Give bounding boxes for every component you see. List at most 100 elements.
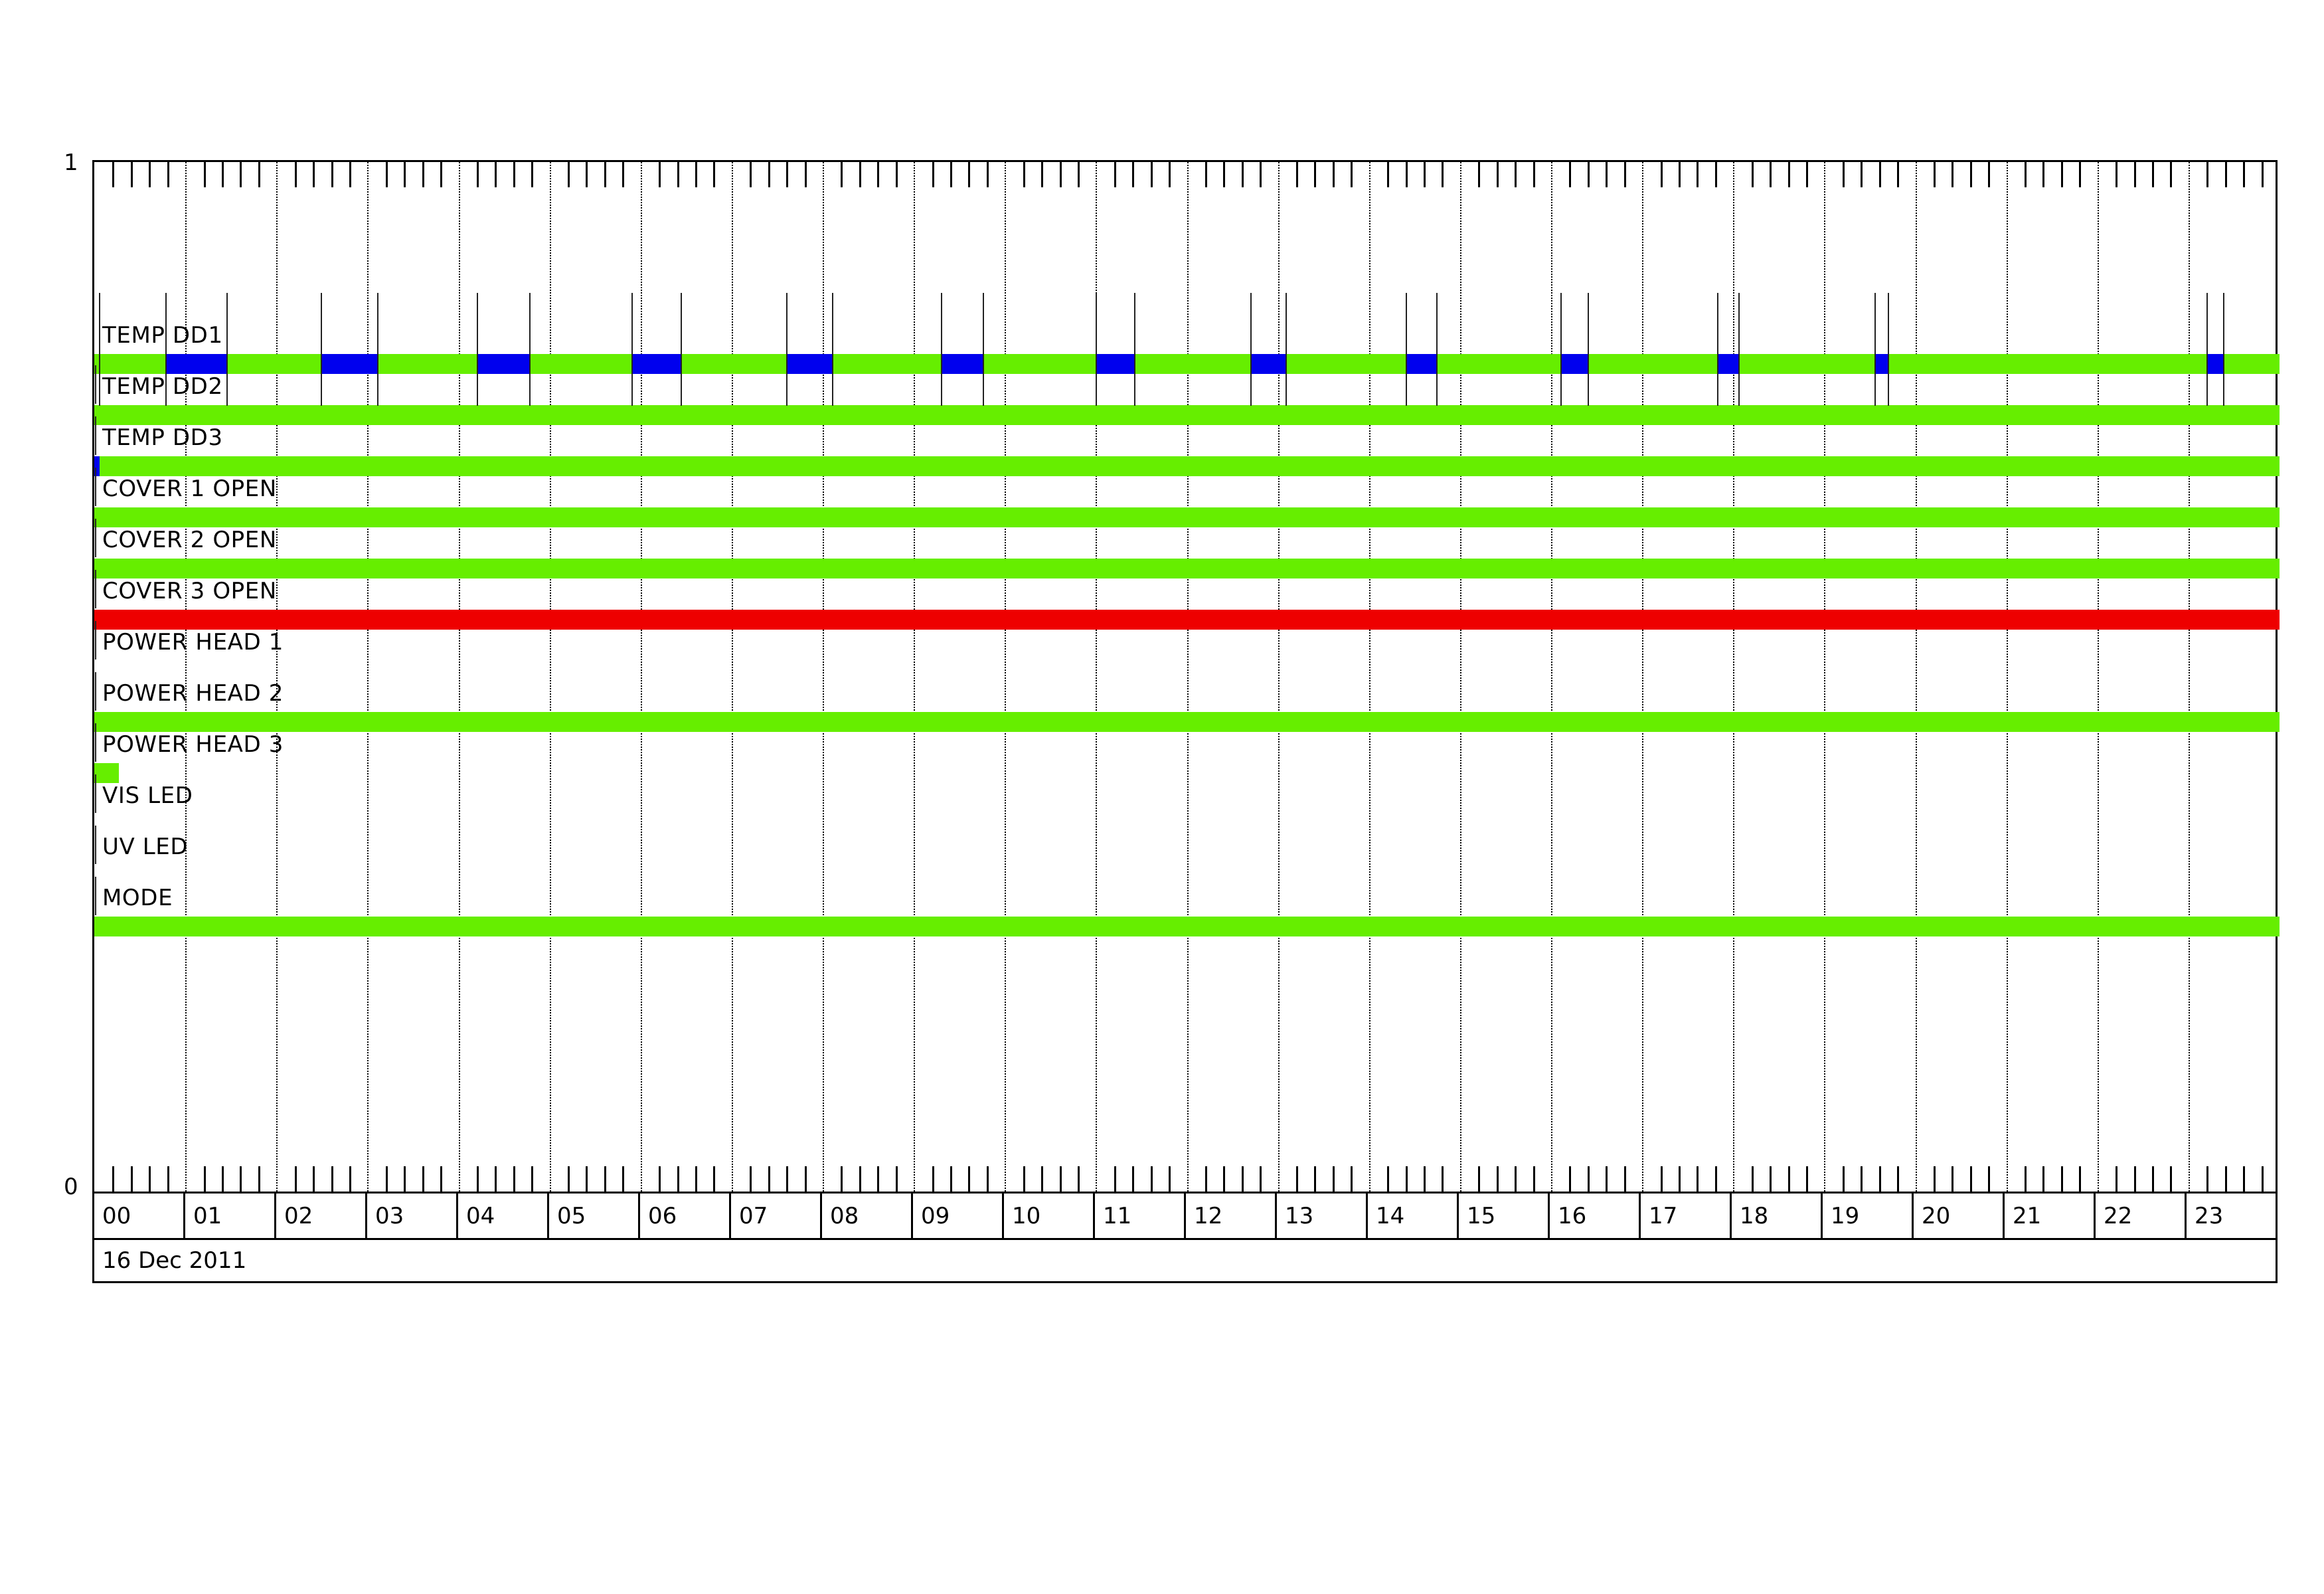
axis-tick-bottom [258,1166,260,1192]
status-segment-alt [1874,354,1888,374]
axis-tick-bottom [1751,1166,1754,1192]
row-label-power-head-2: POWER HEAD 2 [102,680,284,707]
status-segment-alt [165,354,226,374]
axis-tick-bottom [2042,1166,2045,1192]
axis-tick-top [385,162,388,187]
status-segment-on [1133,354,1251,374]
hour-label-09: 09 [913,1194,1004,1238]
axis-tick-bottom [1770,1166,1772,1192]
axis-tick-bottom [568,1166,570,1192]
event-marker-line [1738,293,1740,406]
axis-tick-bottom [1933,1166,1936,1192]
axis-tick-top [2133,162,2136,187]
row-label-cover-3-open: COVER 3 OPEN [102,578,277,604]
status-segment-on [1587,354,1717,374]
axis-tick-bottom [859,1166,861,1192]
axis-tick-top [2261,162,2264,187]
status-segment-on [99,456,2280,476]
axis-tick-bottom [2133,1166,2136,1192]
axis-tick-bottom [1223,1166,1226,1192]
event-marker-line [1405,293,1407,406]
row-edge-stub [95,365,96,404]
axis-tick-bottom [240,1166,242,1192]
axis-tick-top [713,162,716,187]
axis-tick-bottom [622,1166,625,1192]
axis-tick-top [877,162,880,187]
axis-tick-top [586,162,588,187]
axis-tick-bottom [1260,1166,1262,1192]
axis-tick-bottom [331,1166,333,1192]
event-marker-line [941,293,943,406]
axis-tick-top [440,162,443,187]
axis-tick-top [1515,162,1517,187]
event-marker-line [983,293,985,406]
axis-tick-top [1296,162,1299,187]
axis-tick-bottom [604,1166,606,1192]
axis-tick-top [1041,162,1044,187]
row-edge-stub [95,416,96,455]
hour-label-12: 12 [1186,1194,1277,1238]
row-label-mode: MODE [102,885,173,911]
axis-tick-top [2206,162,2209,187]
row-edge-stub [95,723,96,762]
axis-tick-top [1150,162,1153,187]
axis-tick-top [1169,162,1171,187]
axis-tick-top [786,162,789,187]
axis-tick-top [1260,162,1262,187]
axis-tick-top [1697,162,1699,187]
row-bar-track [94,507,2280,527]
row-label-power-head-3: POWER HEAD 3 [102,731,284,758]
timeline-row: COVER 1 OPEN [94,473,2280,537]
event-marker-line [1560,293,1562,406]
gridline-hour [731,162,733,1192]
axis-tick-top [331,162,333,187]
timeline-row: TEMP DD1 [94,319,2280,383]
row-label-temp-dd1: TEMP DD1 [102,322,223,349]
axis-tick-bottom [167,1166,169,1192]
status-segment-alt [1250,354,1286,374]
event-marker-line [98,293,100,406]
axis-tick-top [2025,162,2027,187]
axis-tick-top [531,162,534,187]
axis-tick-top [1897,162,1900,187]
axis-tick-top [112,162,115,187]
axis-tick-top [1077,162,1080,187]
axis-tick-top [695,162,698,187]
axis-tick-bottom [2025,1166,2027,1192]
timeline-row: COVER 2 OPEN [94,524,2280,588]
row-edge-stub [95,774,96,813]
axis-tick-top [1204,162,1207,187]
axis-tick-top [1478,162,1481,187]
timeline-row: UV LED [94,831,2276,895]
hour-label-03: 03 [367,1194,458,1238]
axis-tick-bottom [968,1166,971,1192]
timeline-row: TEMP DD2 [94,371,2280,434]
axis-tick-bottom [294,1166,297,1192]
event-marker-line [476,293,478,406]
axis-tick-bottom [1023,1166,1025,1192]
axis-tick-bottom [1150,1166,1153,1192]
axis-tick-bottom [1387,1166,1390,1192]
axis-tick-bottom [2206,1166,2209,1192]
axis-tick-top [1351,162,1353,187]
axis-tick-top [932,162,934,187]
event-marker-line [1133,293,1135,406]
timeline-row: VIS LED [94,780,2276,843]
axis-tick-top [1861,162,1863,187]
axis-tick-top [604,162,606,187]
gridline-hour [1187,162,1189,1192]
y-axis-bottom-label: 0 [64,1174,78,1200]
timeline-row: COVER 3 OPEN [94,575,2280,639]
axis-tick-bottom [1478,1166,1481,1192]
row-label-power-head-1: POWER HEAD 1 [102,629,284,656]
row-label-cover-2-open: COVER 2 OPEN [102,527,277,553]
axis-tick-top [1951,162,1954,187]
axis-tick-bottom [1314,1166,1317,1192]
axis-tick-bottom [895,1166,898,1192]
hour-label-11: 11 [1095,1194,1186,1238]
axis-tick-bottom [1204,1166,1207,1192]
hour-label-08: 08 [822,1194,913,1238]
plot-area: TEMP DD1 TEMP DD2 TEMP DD3 COVER 1 OPEN COVE… [92,160,2280,1192]
axis-tick-top [1223,162,1226,187]
axis-tick-bottom [1296,1166,1299,1192]
